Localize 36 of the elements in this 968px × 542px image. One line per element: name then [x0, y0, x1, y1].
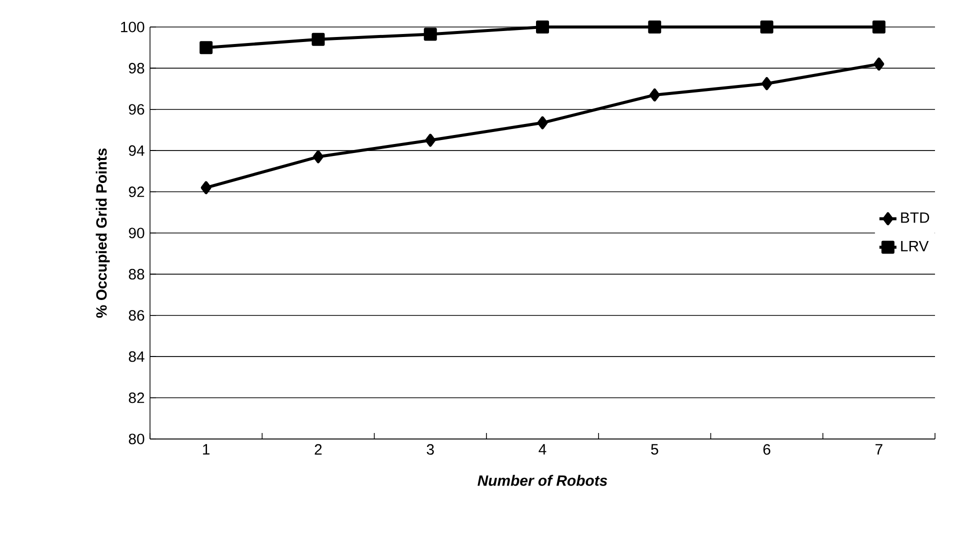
y-tick-label: 98 — [128, 62, 144, 74]
point — [537, 116, 548, 130]
legend-label: BTD — [901, 212, 930, 223]
x-tick-label: 2 — [314, 444, 322, 455]
y-tick-label: 86 — [128, 310, 144, 321]
point — [648, 20, 662, 34]
y-tick-label: 100 — [121, 22, 144, 32]
y-axis-title: % Occupied Grid Points — [96, 148, 110, 318]
y-tick-label: 90 — [128, 228, 144, 238]
point — [424, 28, 437, 41]
y-tick-label: 92 — [128, 186, 144, 198]
y-tick-label: 88 — [128, 268, 144, 280]
x-axis-title: Number of Robots — [478, 474, 608, 486]
y-tick-label: 82 — [128, 392, 144, 404]
point — [872, 20, 886, 34]
x-tick-label: 6 — [763, 444, 770, 455]
point — [200, 41, 213, 54]
point — [312, 150, 324, 164]
x-tick-label: 3 — [426, 444, 434, 455]
point — [312, 32, 325, 46]
x-tick-label: 5 — [651, 444, 658, 455]
point — [425, 134, 436, 147]
point — [200, 181, 212, 194]
legend-label: LRV — [901, 240, 929, 252]
y-tick-label: 80 — [128, 434, 144, 444]
point — [649, 88, 660, 102]
x-tick-label: 7 — [876, 444, 882, 454]
point — [536, 20, 550, 34]
y-tick-label: 84 — [128, 351, 144, 362]
x-tick-label: 1 — [203, 444, 210, 454]
x-tick-label: 4 — [538, 444, 546, 454]
point — [762, 77, 772, 90]
point — [874, 58, 884, 71]
y-tick-label: 94 — [128, 145, 144, 156]
y-tick-label: 96 — [128, 104, 144, 115]
point — [760, 20, 774, 34]
